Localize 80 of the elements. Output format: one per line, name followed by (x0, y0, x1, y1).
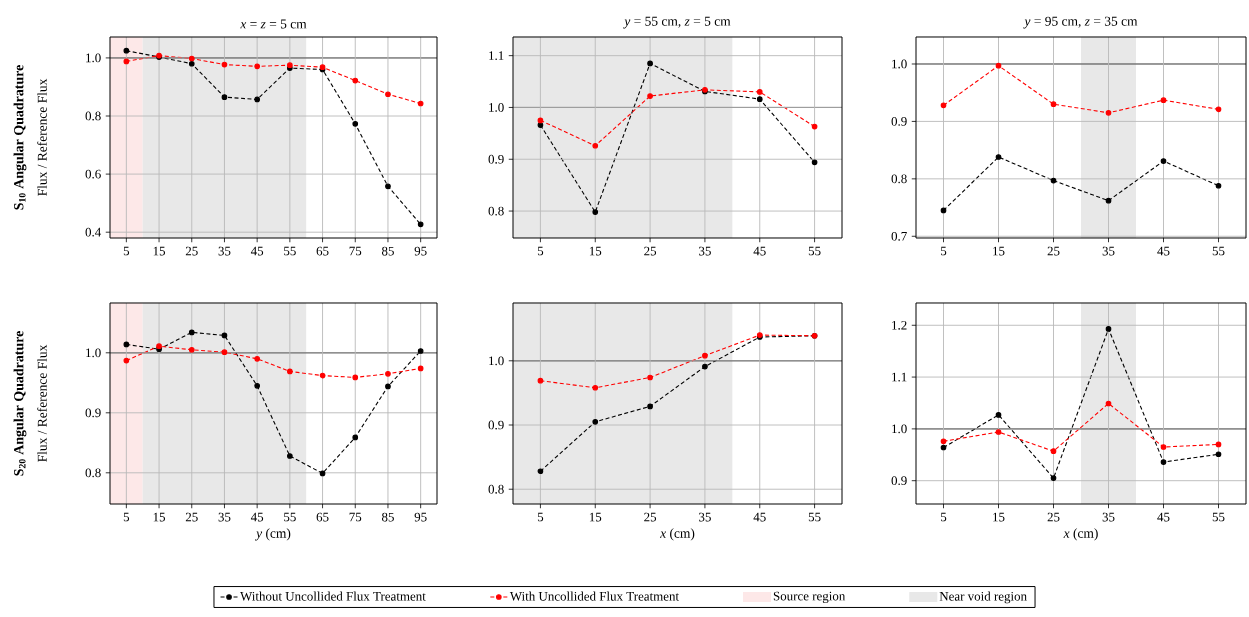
x-tick-label: 65 (316, 512, 329, 522)
y-tick-label: 0.8 (85, 468, 101, 478)
x-tick-label: 15 (993, 512, 1005, 522)
x-tick-label: 5 (123, 512, 130, 522)
x-tick-label: 85 (381, 512, 394, 522)
y-tick-label: 0.6 (85, 169, 101, 179)
x-axis-title: x (cm) (659, 528, 695, 541)
y-tick-label: 0.9 (891, 117, 907, 126)
x-tick-label: 45 (1157, 512, 1170, 522)
x-tick-label: 55 (284, 512, 296, 522)
x-tick-label: 55 (808, 512, 821, 522)
y-tick-label: 1.0 (892, 424, 907, 434)
x-tick-label: 15 (589, 512, 602, 522)
x-tick-label: 5 (941, 246, 947, 256)
x-tick-label: 15 (153, 512, 166, 522)
x-tick-label: 5 (941, 512, 947, 522)
x-tick-label: 45 (250, 512, 264, 522)
y-axis-title: Flux / Reference Flux (37, 344, 47, 462)
x-axis-title: y (cm) (255, 528, 291, 541)
y-tick-label: 1.0 (892, 59, 907, 69)
x-tick-label: 55 (1212, 246, 1225, 256)
legend-label: Source region (773, 591, 846, 604)
y-tick-label: 1.1 (489, 51, 504, 61)
x-tick-label: 75 (349, 512, 362, 522)
y-tick-label: 1.1 (892, 372, 907, 382)
x-tick-label: 25 (1047, 512, 1060, 522)
x-tick-label: 45 (250, 246, 264, 256)
y-tick-label: 1.2 (892, 320, 907, 330)
text: S$_{10}$ Angular Quadrature (13, 65, 27, 210)
chart-title: y = 95 cm, z = 35 cm (1023, 16, 1138, 29)
y-tick-label: 0.9 (488, 420, 504, 430)
x-tick-label: 45 (753, 512, 766, 522)
y-tick-label: 1.0 (86, 348, 101, 358)
x-axis-title: x (cm) (1063, 528, 1098, 541)
x-tick-label: 25 (644, 512, 657, 522)
x-tick-label: 25 (644, 246, 657, 256)
x-tick-label: 5 (123, 246, 130, 256)
x-tick-label: 45 (753, 246, 766, 256)
x-tick-label: 15 (589, 246, 602, 256)
text: S$_{20}$ Angular Quadrature (13, 331, 27, 476)
x-tick-label: 25 (185, 246, 198, 256)
y-tick-label: 0.7 (891, 231, 907, 241)
x-tick-label: 55 (1212, 512, 1225, 522)
chart-title: y = 55 cm, z = 5 cm (623, 16, 731, 29)
x-tick-label: 85 (381, 246, 394, 256)
chart-title: x = z = 5 cm (240, 19, 307, 29)
x-tick-label: 35 (699, 512, 711, 522)
x-tick-label: 35 (1102, 512, 1115, 522)
y-tick-label: 1.0 (489, 103, 504, 112)
x-tick-label: 25 (185, 512, 198, 522)
x-tick-label: 35 (699, 246, 711, 256)
y-tick-label: 1.0 (86, 53, 101, 63)
y-tick-label: 0.4 (85, 227, 102, 237)
y-tick-label: 0.9 (891, 476, 907, 486)
y-tick-label: 0.8 (488, 206, 504, 216)
legend-label: With Uncollided Flux Treatment (509, 591, 679, 601)
y-axis-title: Flux / Reference Flux (37, 78, 47, 196)
x-tick-label: 5 (537, 246, 544, 256)
x-tick-label: 25 (1047, 246, 1060, 256)
y-tick-label: 0.8 (488, 484, 504, 494)
x-tick-label: 55 (284, 246, 296, 256)
x-tick-label: 15 (153, 246, 166, 256)
x-tick-label: 55 (808, 246, 821, 256)
x-tick-label: 75 (349, 246, 362, 256)
x-tick-label: 35 (218, 512, 231, 522)
x-tick-label: 35 (218, 246, 231, 256)
x-tick-label: 95 (414, 512, 427, 522)
y-tick-label: 0.8 (891, 174, 907, 184)
y-tick-label: 1.0 (489, 356, 504, 366)
x-tick-label: 95 (414, 246, 427, 256)
legend-label: Without Uncollided Flux Treatment (240, 591, 426, 601)
x-tick-label: 35 (1102, 246, 1115, 256)
x-tick-label: 65 (316, 246, 329, 256)
y-tick-label: 0.8 (85, 111, 101, 121)
x-tick-label: 45 (1157, 246, 1170, 256)
y-tick-label: 0.9 (85, 408, 101, 418)
y-tick-label: 0.9 (488, 154, 504, 164)
x-tick-label: 5 (537, 512, 544, 522)
x-tick-label: 15 (993, 246, 1005, 256)
legend-label: Near void region (939, 591, 1027, 604)
